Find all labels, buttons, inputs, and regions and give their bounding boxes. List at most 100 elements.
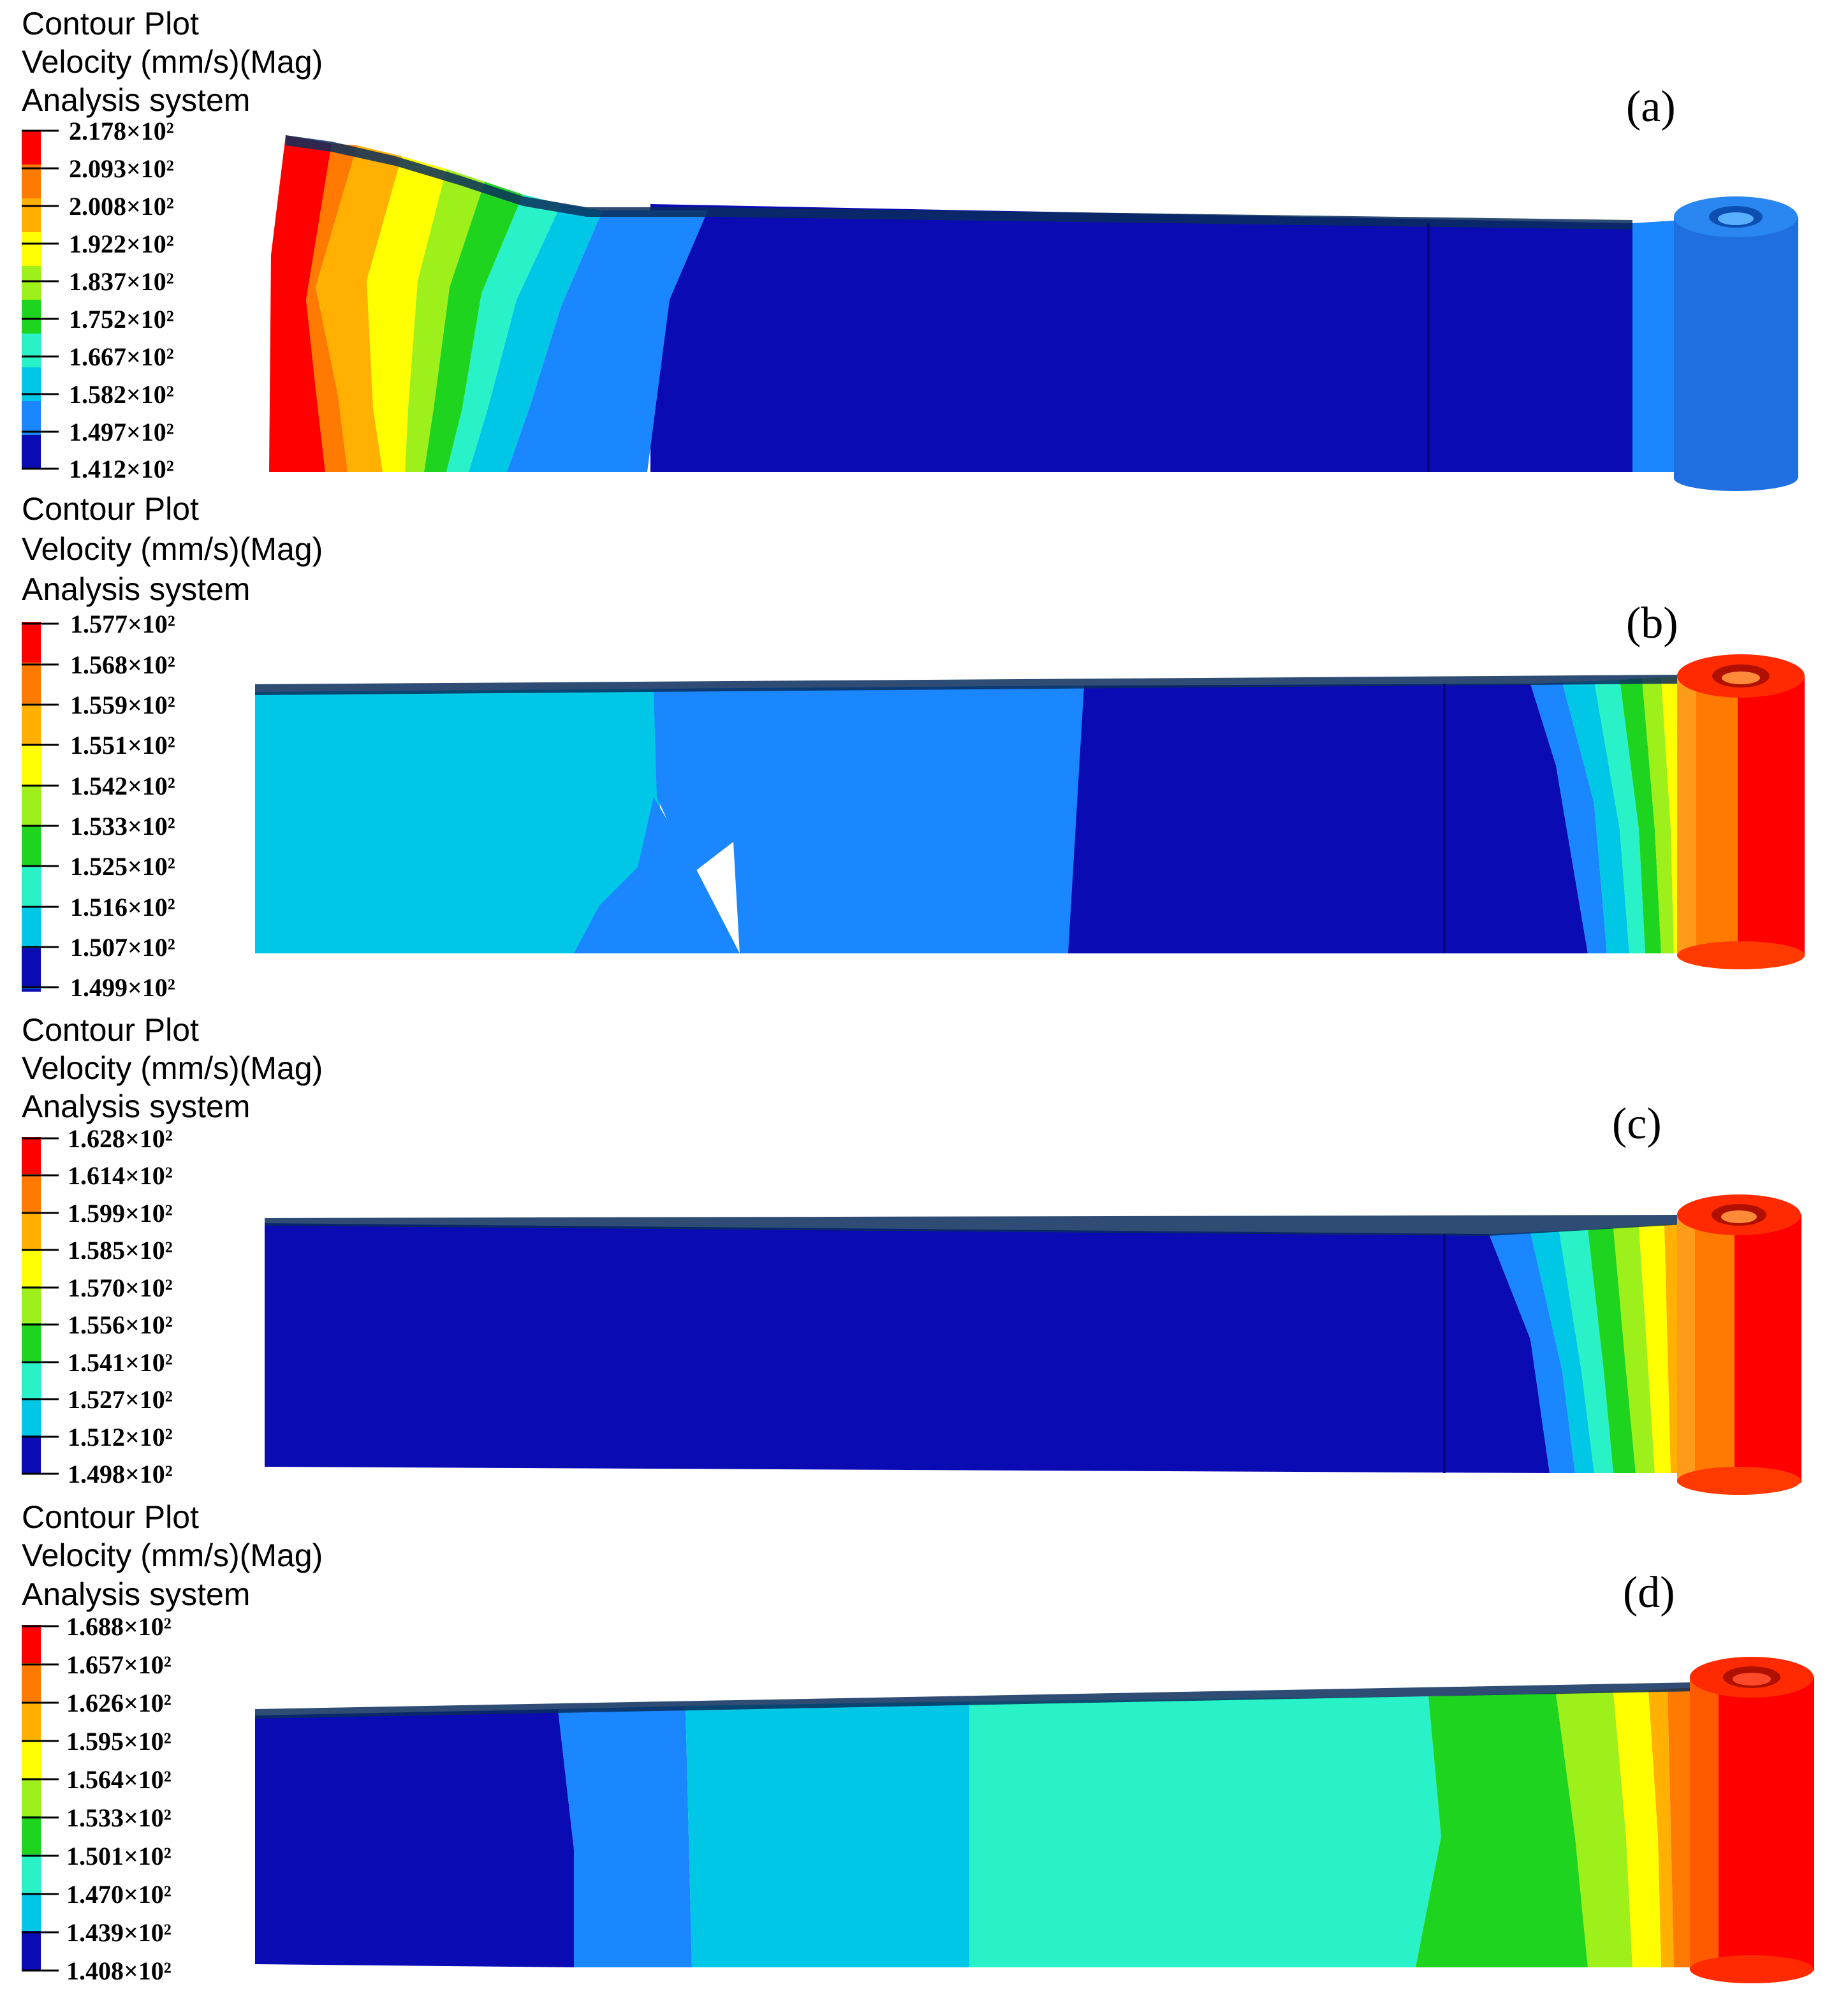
legend-swatch xyxy=(22,1286,41,1323)
legend-tick-label: 1.614×10² xyxy=(68,1161,173,1190)
legend-tick-label: 1.628×10² xyxy=(68,1124,173,1153)
contour-zone xyxy=(1068,684,1588,953)
legend-swatch xyxy=(22,266,41,300)
panel-a-header-line-1: Contour Plot xyxy=(22,6,199,41)
contour-zone xyxy=(1594,680,1645,953)
legend-tick-label: 1.541×10² xyxy=(68,1348,173,1377)
legend-tick-label: 1.570×10² xyxy=(68,1274,173,1302)
panel-d-legend-ticks xyxy=(22,1625,59,1972)
legend-tick-label: 2.178×10² xyxy=(69,117,174,145)
legend-swatch xyxy=(22,1436,41,1474)
panel-c-header-line-2: Velocity (mm/s)(Mag) xyxy=(22,1050,323,1086)
contour-zone xyxy=(1632,220,1683,472)
panel-a-legend: 2.178×10² 2.093×10² 2.008×10² 1.922×10² … xyxy=(22,117,174,483)
legend-swatch xyxy=(22,1663,41,1701)
panel-b-header-line-1: Contour Plot xyxy=(22,491,199,527)
panel-a-legend-ticks xyxy=(22,129,59,470)
legend-swatch xyxy=(22,1854,41,1893)
contour-zone xyxy=(1613,1690,1661,1967)
panel-a-label: (a) xyxy=(1626,82,1676,131)
contour-zone xyxy=(1489,1232,1575,1473)
legend-swatch xyxy=(22,867,41,907)
legend-swatch xyxy=(22,948,41,988)
legend-tick-label: 1.507×10² xyxy=(70,933,175,962)
legend-tick-label: 1.837×10² xyxy=(69,267,174,296)
legend-tick-label: 1.470×10² xyxy=(66,1880,172,1909)
contour-zone xyxy=(1613,1226,1655,1473)
legend-swatch xyxy=(22,1137,41,1174)
legend-tick-label: 1.568×10² xyxy=(70,650,175,679)
sheet-top-edge xyxy=(255,1682,1696,1719)
contour-zone xyxy=(1620,679,1661,953)
legend-tick-label: 1.564×10² xyxy=(66,1765,172,1794)
legend-swatch xyxy=(22,401,41,435)
panel-a: Contour Plot Velocity (mm/s)(Mag) Analys… xyxy=(22,6,1798,491)
contour-zone xyxy=(1562,681,1629,953)
contour-zone xyxy=(306,143,357,472)
legend-tick-label: 1.497×10² xyxy=(69,418,174,446)
legend-swatch xyxy=(22,131,41,165)
legend-swatch xyxy=(22,1778,41,1816)
panel-b-roller xyxy=(1677,654,1805,969)
panel-d-label: (d) xyxy=(1623,1568,1675,1617)
panel-a-legend-bar xyxy=(22,131,41,469)
legend-swatch xyxy=(22,165,41,198)
legend-swatch xyxy=(22,907,41,948)
legend-tick-label: 1.582×10² xyxy=(69,380,174,409)
legend-tick-label: 1.688×10² xyxy=(66,1612,172,1641)
contour-zone xyxy=(574,797,740,953)
contour-zone xyxy=(1556,1691,1632,1967)
legend-swatch xyxy=(22,1249,41,1286)
sheet-top-edge xyxy=(286,135,1632,230)
legend-swatch xyxy=(22,232,41,266)
panel-c-legend-ticks xyxy=(22,1137,59,1475)
panel-b-sheet xyxy=(255,654,1805,969)
contour-zone xyxy=(367,156,446,472)
legend-swatch xyxy=(22,1625,41,1663)
contour-zone xyxy=(1416,1693,1588,1967)
legend-tick-label: 1.533×10² xyxy=(70,812,175,841)
legend-tick-label: 1.516×10² xyxy=(70,893,175,922)
panel-d-header-line-2: Velocity (mm/s)(Mag) xyxy=(22,1538,323,1573)
legend-tick-label: 1.408×10² xyxy=(66,1957,172,1985)
legend-tick-label: 1.525×10² xyxy=(70,852,175,881)
legend-swatch xyxy=(22,1323,41,1361)
contour-zone xyxy=(686,1701,969,1967)
contour-zone xyxy=(265,1223,1550,1473)
legend-swatch xyxy=(22,300,41,334)
legend-swatch xyxy=(22,663,41,703)
legend-tick-label: 1.922×10² xyxy=(69,230,174,258)
panel-b-header-line-3: Analysis system xyxy=(22,571,250,607)
contour-zone xyxy=(405,169,485,472)
panel-b-header-line-2: Velocity (mm/s)(Mag) xyxy=(22,531,323,567)
legend-swatch xyxy=(22,785,41,826)
sheet-body xyxy=(650,204,1632,472)
legend-swatch xyxy=(22,1931,41,1971)
panel-d-sheet xyxy=(255,1657,1814,1983)
panel-d: Contour Plot Velocity (mm/s)(Mag) Analys… xyxy=(22,1499,1814,1985)
panel-d-legend: 1.688×10² 1.657×10² 1.626×10² 1.595×10² … xyxy=(22,1612,172,1985)
legend-swatch xyxy=(22,1174,41,1212)
legend-tick-label: 1.412×10² xyxy=(69,455,174,483)
contour-zone xyxy=(446,195,561,472)
legend-swatch xyxy=(22,826,41,867)
contour-zone xyxy=(1559,1230,1613,1473)
panel-b-label: (b) xyxy=(1626,599,1678,648)
contour-zone xyxy=(1588,1228,1636,1473)
panel-c-label: (c) xyxy=(1612,1099,1662,1149)
legend-tick-label: 1.626×10² xyxy=(66,1689,172,1717)
panel-c-header-line-1: Contour Plot xyxy=(22,1012,199,1048)
legend-swatch xyxy=(22,1212,41,1249)
contour-zone xyxy=(316,145,402,472)
contour-zone xyxy=(1668,1687,1696,1967)
legend-tick-label: 1.512×10² xyxy=(68,1423,173,1451)
legend-swatch xyxy=(22,1398,41,1436)
contour-zone xyxy=(255,689,660,953)
panel-d-header-line-3: Analysis system xyxy=(22,1576,250,1612)
contour-zone xyxy=(269,135,332,472)
legend-tick-label: 1.595×10² xyxy=(66,1727,172,1756)
legend-tick-label: 1.559×10² xyxy=(70,691,175,719)
legend-tick-label: 1.439×10² xyxy=(66,1918,172,1947)
panel-c-roller xyxy=(1677,1194,1801,1495)
panel-a-sheet xyxy=(269,135,1798,491)
